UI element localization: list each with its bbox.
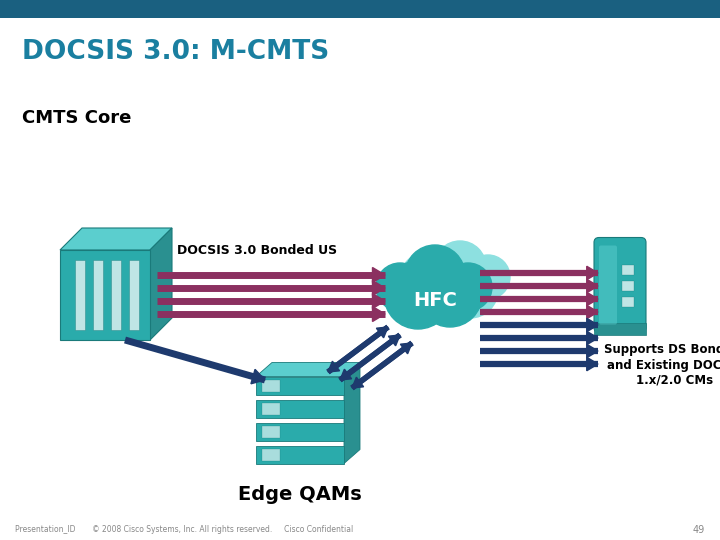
Bar bbox=[622, 265, 634, 275]
Text: HFC: HFC bbox=[413, 291, 457, 309]
Polygon shape bbox=[587, 266, 598, 280]
Polygon shape bbox=[587, 357, 598, 371]
Polygon shape bbox=[372, 267, 385, 282]
Bar bbox=[129, 260, 139, 330]
Polygon shape bbox=[587, 318, 598, 332]
Circle shape bbox=[401, 253, 449, 301]
Polygon shape bbox=[587, 345, 598, 357]
Bar bbox=[93, 260, 103, 330]
Bar bbox=[622, 297, 634, 307]
Bar bbox=[60, 250, 150, 340]
Polygon shape bbox=[60, 228, 172, 250]
Polygon shape bbox=[344, 362, 360, 463]
Bar bbox=[75, 260, 85, 330]
Circle shape bbox=[442, 262, 498, 318]
Bar bbox=[256, 446, 344, 463]
Bar bbox=[390, 280, 480, 300]
Text: CMTS Core: CMTS Core bbox=[22, 109, 131, 127]
Text: Edge QAMs: Edge QAMs bbox=[238, 485, 362, 504]
Text: Supports DS Bonding
and Existing DOCSIS
1.x/2.0 CMs: Supports DS Bonding and Existing DOCSIS … bbox=[605, 343, 720, 387]
Polygon shape bbox=[587, 305, 598, 319]
Circle shape bbox=[376, 263, 424, 311]
Text: 49: 49 bbox=[693, 525, 705, 535]
Polygon shape bbox=[388, 335, 400, 346]
Circle shape bbox=[405, 245, 465, 305]
Bar bbox=[262, 380, 280, 392]
Bar bbox=[256, 376, 344, 395]
Bar bbox=[262, 449, 280, 461]
Bar bbox=[622, 281, 634, 291]
Text: DOCSIS 3.0: M-CMTS: DOCSIS 3.0: M-CMTS bbox=[22, 39, 329, 65]
Bar bbox=[0, 0, 720, 18]
Circle shape bbox=[414, 251, 482, 319]
Polygon shape bbox=[372, 280, 385, 295]
Circle shape bbox=[466, 255, 510, 299]
Polygon shape bbox=[328, 361, 340, 372]
Text: Presentation_ID       © 2008 Cisco Systems, Inc. All rights reserved.     Cisco : Presentation_ID © 2008 Cisco Systems, In… bbox=[15, 525, 354, 535]
Polygon shape bbox=[340, 369, 351, 380]
Bar bbox=[594, 322, 646, 334]
Polygon shape bbox=[352, 377, 364, 388]
Text: DOCSIS 3.0 Bonded US: DOCSIS 3.0 Bonded US bbox=[177, 244, 338, 256]
Circle shape bbox=[444, 263, 492, 311]
Polygon shape bbox=[587, 279, 598, 293]
Bar bbox=[262, 402, 280, 415]
Bar bbox=[111, 260, 121, 330]
Circle shape bbox=[434, 241, 486, 293]
Bar bbox=[262, 426, 280, 437]
Polygon shape bbox=[256, 362, 360, 376]
Polygon shape bbox=[587, 292, 598, 306]
Bar bbox=[256, 422, 344, 441]
Polygon shape bbox=[377, 327, 388, 338]
FancyBboxPatch shape bbox=[594, 238, 646, 333]
Bar bbox=[420, 267, 500, 295]
Polygon shape bbox=[372, 307, 385, 321]
Bar bbox=[256, 400, 344, 417]
Polygon shape bbox=[150, 228, 172, 340]
Polygon shape bbox=[372, 294, 385, 308]
Polygon shape bbox=[400, 343, 412, 354]
Circle shape bbox=[418, 263, 482, 327]
FancyBboxPatch shape bbox=[599, 246, 617, 325]
Polygon shape bbox=[587, 331, 598, 345]
Circle shape bbox=[384, 261, 452, 329]
Polygon shape bbox=[251, 369, 265, 384]
